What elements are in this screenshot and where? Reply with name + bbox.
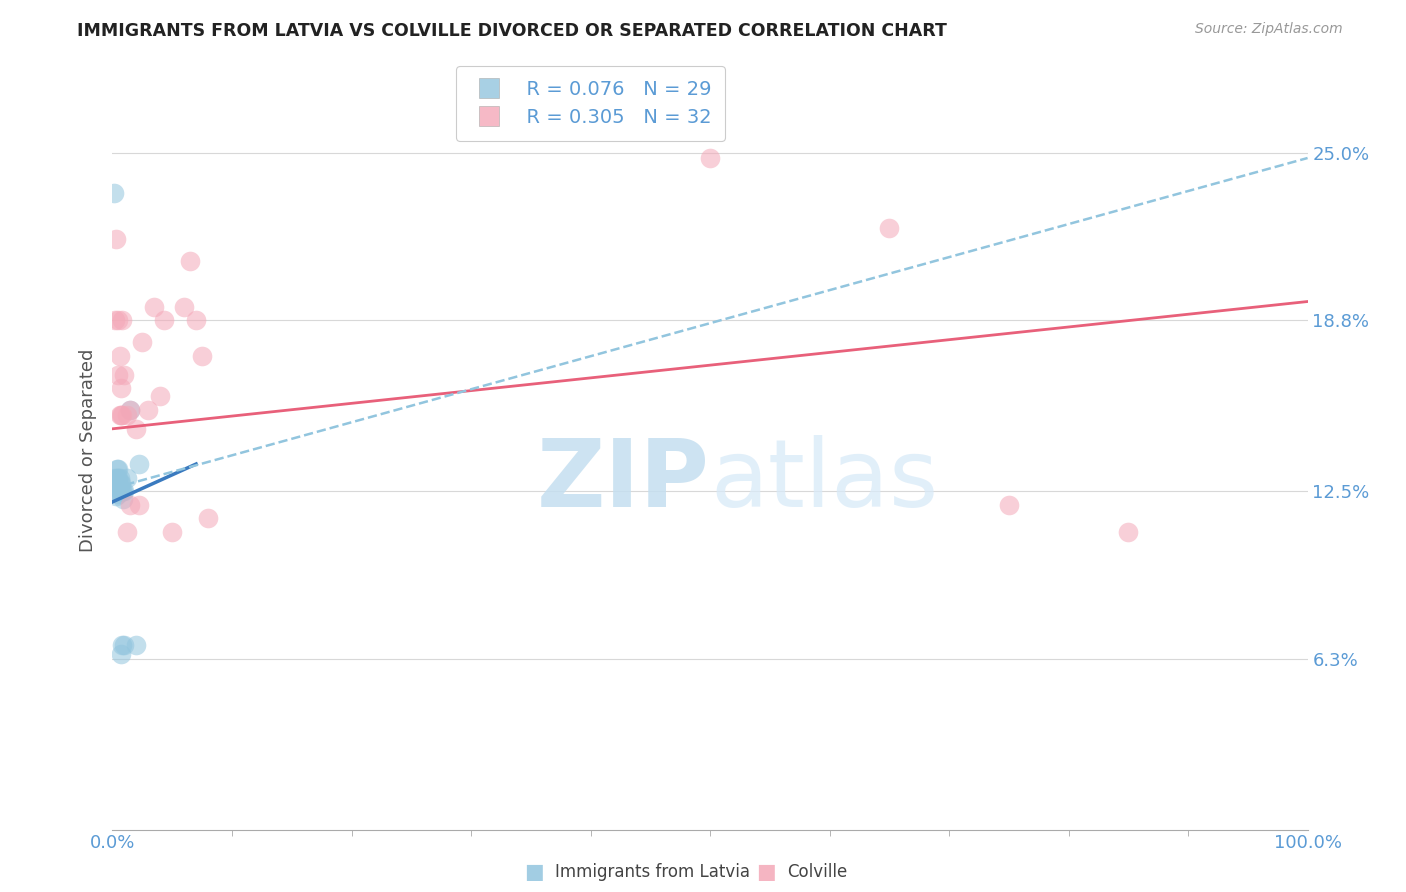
Point [108,409,131,423]
Point [103,186,125,201]
Text: Colville: Colville [787,863,848,881]
Point [1118,524,1140,539]
Text: IMMIGRANTS FROM LATVIA VS COLVILLE DIVORCED OR SEPARATED CORRELATION CHART: IMMIGRANTS FROM LATVIA VS COLVILLE DIVOR… [77,22,948,40]
Point [879,221,901,235]
Legend:   R = 0.076   N = 29,   R = 0.305   N = 32: R = 0.076 N = 29, R = 0.305 N = 32 [456,66,725,141]
Point [115,409,138,423]
Point [114,368,135,382]
Point [105,490,128,504]
Point [105,470,128,484]
Point [104,313,127,327]
Point [125,639,148,653]
Point [105,484,128,499]
Point [111,409,134,423]
Point [105,475,128,490]
Point [107,462,129,476]
Point [179,254,201,268]
Point [107,313,129,327]
Y-axis label: Divorced or Separated: Divorced or Separated [79,349,97,552]
Point [125,422,148,436]
Point [111,484,134,499]
Point [120,402,142,417]
Point [153,313,176,327]
Point [112,492,135,507]
Point [114,484,135,499]
Point [107,475,129,490]
Point [197,511,219,525]
Point [120,402,142,417]
Point [108,349,131,363]
Point [699,151,721,165]
Point [111,313,134,327]
Point [110,381,132,395]
Point [108,470,131,484]
Point [114,639,135,653]
Point [110,475,132,490]
Point [131,335,153,350]
Text: ZIP: ZIP [537,434,710,527]
Text: ■: ■ [756,863,776,882]
Point [115,524,138,539]
Point [998,498,1021,512]
Point [105,462,128,476]
Text: ■: ■ [524,863,544,882]
Point [107,487,129,501]
Point [186,313,208,327]
Point [107,482,129,496]
Point [115,470,138,484]
Point [120,498,142,512]
Point [107,368,129,382]
Point [110,409,132,423]
Point [149,389,172,403]
Point [128,498,150,512]
Text: Immigrants from Latvia: Immigrants from Latvia [555,863,751,881]
Text: atlas: atlas [710,434,938,527]
Point [128,457,150,471]
Point [143,300,166,314]
Point [173,300,195,314]
Point [162,524,183,539]
Point [108,484,131,499]
Point [138,402,160,417]
Point [105,475,128,490]
Point [110,484,132,499]
Point [111,639,134,653]
Point [105,232,128,246]
Point [107,470,129,484]
Point [108,475,131,490]
Point [191,349,214,363]
Point [104,470,127,484]
Point [110,647,132,661]
Text: Source: ZipAtlas.com: Source: ZipAtlas.com [1195,22,1343,37]
Point [112,484,135,499]
